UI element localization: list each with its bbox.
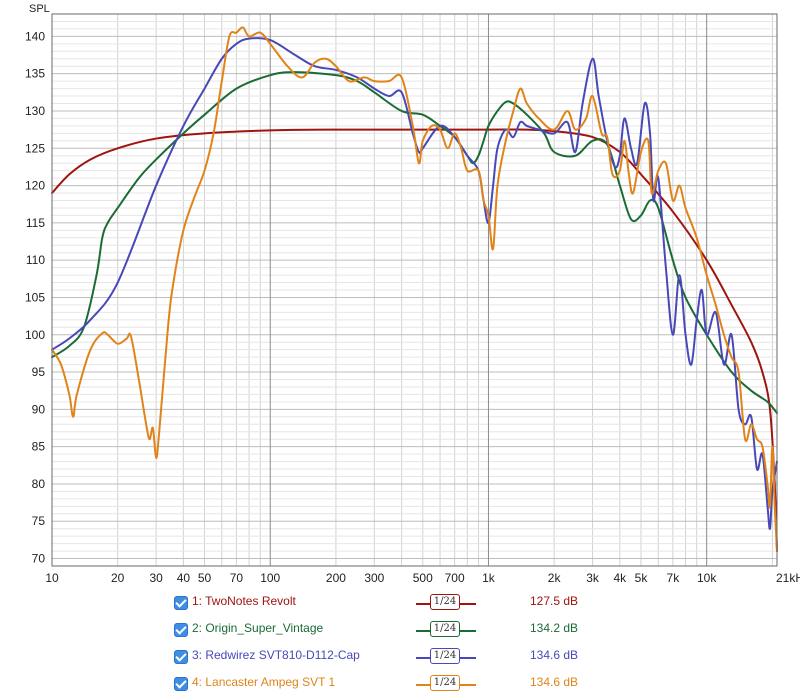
legend-series-name: 4: Lancaster Ampeg SVT 1 — [192, 675, 336, 689]
y-tick-label: 70 — [32, 552, 46, 566]
x-tick-label: 500 — [413, 571, 433, 585]
legend-row-origin-super-vintage[interactable]: 2: Origin_Super_Vintage 1/24 134.2 dB — [172, 620, 612, 640]
y-tick-label: 130 — [25, 104, 45, 118]
smoothing-label: 1/24 — [430, 648, 460, 664]
x-tick-label: 50 — [198, 571, 212, 585]
legend-row-redwirez[interactable]: 3: Redwirez SVT810-D112-Cap 1/24 134.6 d… — [172, 647, 612, 667]
legend-series-value: 127.5 dB — [530, 594, 579, 608]
x-tick-labels: 10 20 30 40 50 70 100 200 300 500 700 1k 2k 3k 4k 5k 7k 1… — [45, 571, 800, 585]
smoothing-label: 1/24 — [430, 621, 460, 637]
x-tick-label: 3k — [586, 571, 600, 585]
x-tick-label: 200 — [326, 571, 346, 585]
y-tick-label: 135 — [25, 67, 45, 81]
smoothing-label: 1/24 — [430, 594, 460, 610]
x-tick-label: 20 — [111, 571, 125, 585]
legend-series-name: 3: Redwirez SVT810-D112-Cap — [192, 648, 360, 662]
x-tick-label: 21kHz — [776, 571, 800, 585]
x-tick-label: 5k — [635, 571, 649, 585]
y-tick-label: 100 — [25, 328, 45, 342]
legend-series-name: 1: TwoNotes Revolt — [192, 594, 296, 608]
x-tick-label: 7k — [667, 571, 681, 585]
y-tick-label: 125 — [25, 141, 45, 155]
legend-row-lancaster[interactable]: 4: Lancaster Ampeg SVT 1 1/24 134.6 dB — [172, 674, 612, 694]
x-tick-label: 4k — [613, 571, 627, 585]
y-tick-label: 75 — [32, 514, 46, 528]
smoothing-selector[interactable]: 1/24 — [416, 674, 476, 694]
y-tick-label: 85 — [32, 440, 46, 454]
x-tick-label: 700 — [445, 571, 465, 585]
legend-series-value: 134.6 dB — [530, 675, 579, 689]
y-tick-label: 115 — [26, 216, 45, 230]
x-tick-label: 1k — [482, 571, 496, 585]
plot-border — [51, 13, 778, 567]
x-tick-label: 2k — [548, 571, 562, 585]
series-layer — [51, 26, 778, 553]
x-tick-label: 100 — [260, 571, 280, 585]
visibility-checkbox[interactable] — [174, 596, 188, 610]
series-line-3 — [51, 37, 778, 530]
y-axis-label: SPL — [29, 3, 50, 15]
series-line-1 — [51, 128, 778, 553]
smoothing-selector[interactable]: 1/24 — [416, 620, 476, 640]
y-tick-label: 90 — [32, 402, 46, 416]
smoothing-label: 1/24 — [430, 675, 460, 691]
y-tick-labels: 70 75 80 85 90 95 100 105 110 115 120 125 130 135 140 — [25, 29, 45, 565]
x-tick-label: 10 — [45, 571, 59, 585]
legend-series-value: 134.2 dB — [530, 621, 579, 635]
y-tick-label: 95 — [32, 365, 46, 379]
smoothing-selector[interactable]: 1/24 — [416, 593, 476, 613]
y-tick-label: 140 — [25, 29, 45, 43]
x-tick-label: 10k — [697, 571, 717, 585]
y-tick-label: 110 — [26, 253, 45, 267]
visibility-checkbox[interactable] — [174, 677, 188, 691]
x-tick-label: 300 — [364, 571, 384, 585]
series-line-4 — [51, 26, 778, 553]
smoothing-selector[interactable]: 1/24 — [416, 647, 476, 667]
legend-series-value: 134.6 dB — [530, 648, 579, 662]
y-tick-label: 105 — [25, 290, 45, 304]
x-tick-label: 70 — [230, 571, 244, 585]
x-tick-label: 30 — [149, 571, 163, 585]
x-tick-label: 40 — [177, 571, 191, 585]
legend-row-twonotes-revolt[interactable]: 1: TwoNotes Revolt 1/24 127.5 dB — [172, 593, 612, 613]
visibility-checkbox[interactable] — [174, 623, 188, 637]
y-tick-label: 80 — [32, 477, 46, 491]
y-tick-label: 120 — [25, 179, 45, 193]
visibility-checkbox[interactable] — [174, 650, 188, 664]
grid-minor — [52, 13, 777, 567]
legend-series-name: 2: Origin_Super_Vintage — [192, 621, 324, 635]
